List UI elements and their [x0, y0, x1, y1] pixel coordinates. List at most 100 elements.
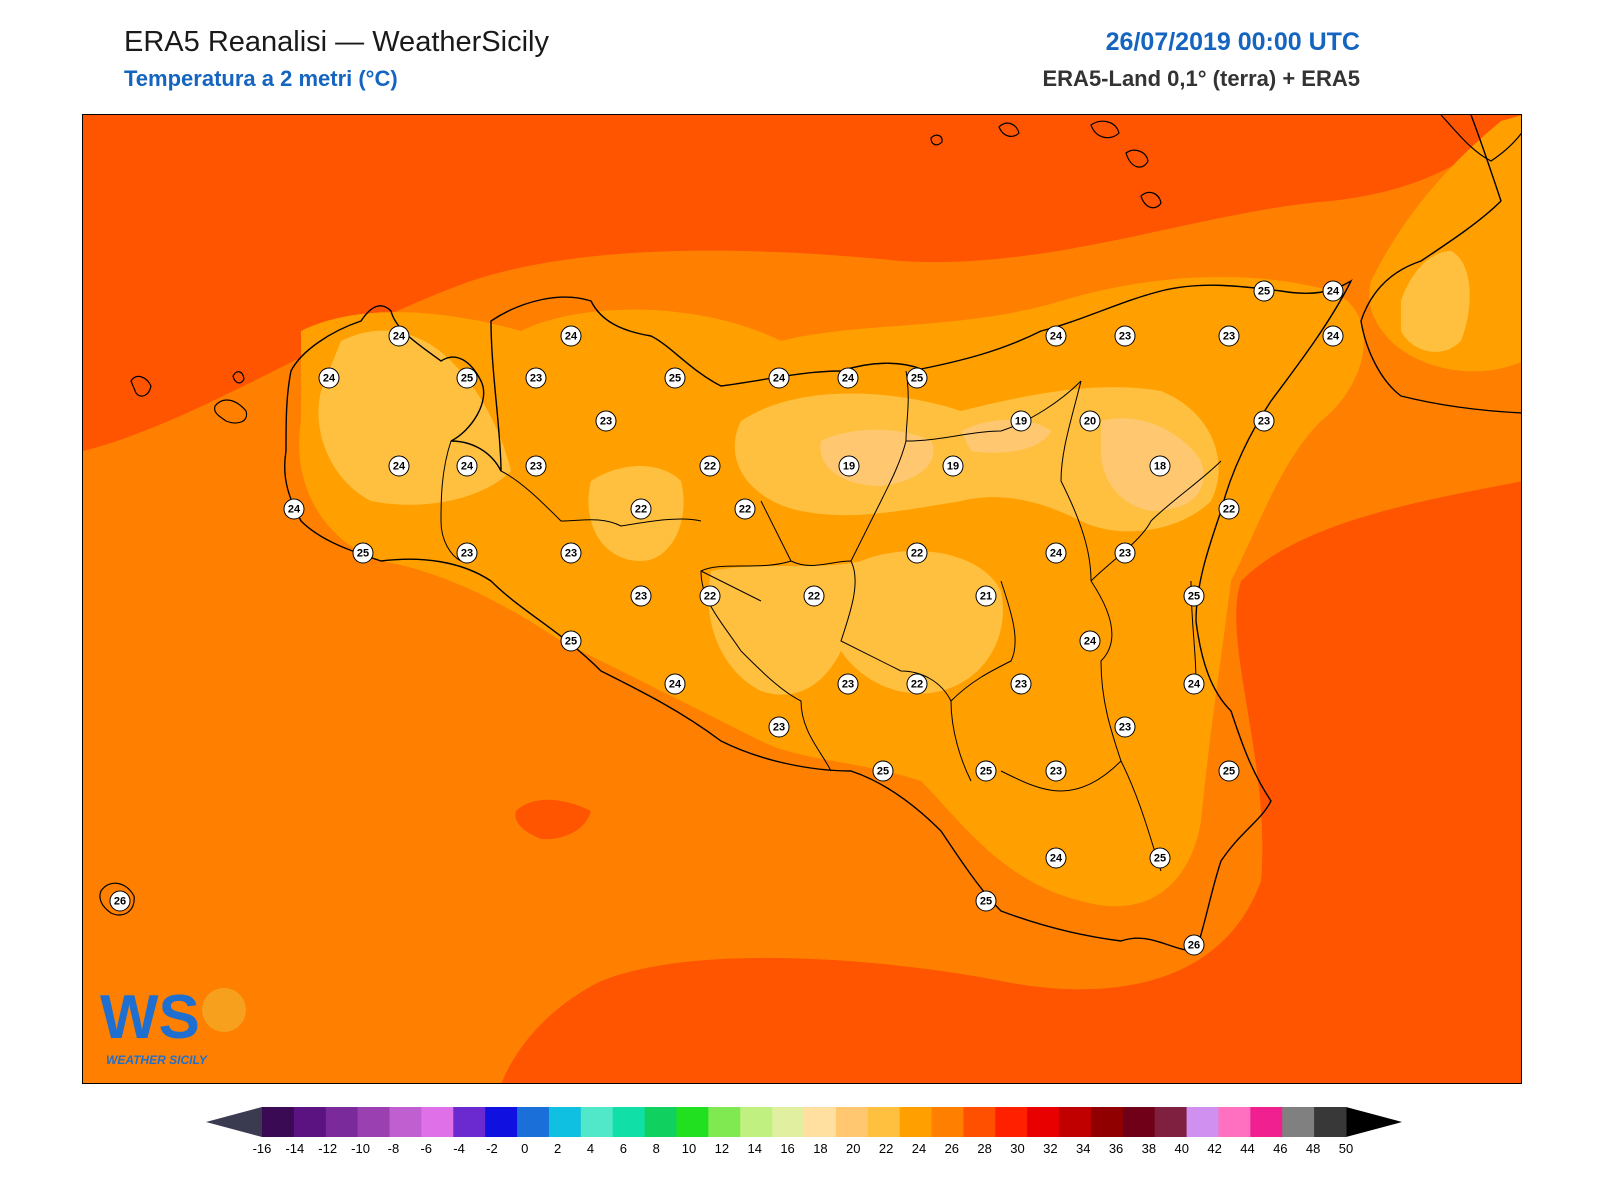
station-value: 24 [288, 504, 301, 516]
station-markers: 24 24 24 25 23 25 24 24 25 23 24 24 23 22 19 19 22 22 24 25… [109, 280, 1344, 956]
colorbar-swatch [325, 1107, 359, 1137]
colorbar-tick-label: 12 [715, 1141, 729, 1156]
station-marker: 24 [1322, 325, 1344, 347]
station-value: 22 [911, 679, 923, 691]
station-value: 23 [773, 722, 785, 734]
colorbar-swatch [580, 1107, 614, 1137]
colorbar-tick-label: -8 [388, 1141, 400, 1156]
colorbar-swatch [1314, 1107, 1347, 1137]
station-marker: 24 [1045, 325, 1067, 347]
colorbar-swatch [772, 1107, 805, 1137]
colorbar-tick-label: 36 [1109, 1141, 1123, 1156]
colorbar-swatch [1218, 1107, 1251, 1137]
station-marker: 23 [560, 542, 582, 564]
station-marker: 23 [1114, 542, 1136, 564]
colorbar-swatch [676, 1107, 709, 1137]
colorbar-swatch [931, 1107, 964, 1137]
colorbar-tick-label: 44 [1240, 1141, 1254, 1156]
colorbar-tick-label: -6 [420, 1141, 432, 1156]
colorbar-tick-label: 34 [1076, 1141, 1090, 1156]
station-marker: 20 [1079, 410, 1101, 432]
station-marker: 24 [456, 455, 478, 477]
station-marker: 23 [630, 585, 652, 607]
station-value: 23 [461, 548, 473, 560]
station-value: 25 [1258, 286, 1270, 298]
station-marker: 25 [560, 630, 582, 652]
colorbar-swatch [389, 1107, 422, 1137]
station-value: 22 [739, 504, 751, 516]
station-marker: 25 [1218, 760, 1240, 782]
station-value: 25 [357, 548, 369, 560]
station-value: 22 [704, 591, 716, 603]
colorbar-swatch [740, 1107, 773, 1137]
colorbar-swatch [1186, 1107, 1219, 1137]
station-marker: 26 [109, 890, 131, 912]
colorbar-swatch [1282, 1107, 1315, 1137]
colorbar-swatch [1090, 1107, 1124, 1137]
station-marker: 25 [352, 542, 374, 564]
station-marker: 24 [837, 367, 859, 389]
colorbar-tick-label: 32 [1043, 1141, 1057, 1156]
colorbar-tick-label: 28 [977, 1141, 991, 1156]
colorbar-swatch [485, 1107, 518, 1137]
colorbar-swatch [963, 1107, 996, 1137]
station-marker: 19 [1010, 410, 1032, 432]
station-marker: 23 [837, 673, 859, 695]
station-marker: 24 [388, 455, 410, 477]
colorbar-tick-label: 8 [653, 1141, 660, 1156]
data-source: ERA5-Land 0,1° (terra) + ERA5 [1042, 66, 1361, 91]
colorbar-tick-label: 50 [1339, 1141, 1353, 1156]
station-value: 23 [1258, 416, 1270, 428]
station-value: 25 [565, 636, 577, 648]
station-marker: 24 [1079, 630, 1101, 652]
station-marker: 25 [975, 760, 997, 782]
station-marker: 25 [906, 367, 928, 389]
colorbar-tick-label: 10 [682, 1141, 696, 1156]
station-value: 23 [1223, 331, 1235, 343]
station-marker: 23 [768, 716, 790, 738]
colorbar-tick-label: 26 [945, 1141, 959, 1156]
colorbar-swatch [1250, 1107, 1283, 1137]
station-value: 24 [669, 679, 682, 691]
station-marker: 23 [1114, 716, 1136, 738]
station-value: 24 [323, 373, 336, 385]
station-marker: 23 [525, 455, 547, 477]
colorbar-tick-label: -12 [318, 1141, 337, 1156]
map-subtitle: Temperatura a 2 metri (°C) [124, 66, 398, 91]
colorbar-ticks: -16 -14 -12 -10 -8 -6 -4 -2 0 2 4 6 8 10 12 14 16 18 20 22 2… [253, 1141, 1354, 1156]
station-marker: 25 [872, 760, 894, 782]
station-value: 23 [842, 679, 854, 691]
station-value: 23 [600, 416, 612, 428]
station-value: 24 [773, 373, 786, 385]
station-marker: 25 [975, 890, 997, 912]
colorbar-swatch [357, 1107, 391, 1137]
station-marker: 19 [838, 455, 860, 477]
station-marker: 18 [1149, 455, 1171, 477]
station-marker: 24 [768, 367, 790, 389]
colorbar-swatch [835, 1107, 869, 1137]
station-value: 26 [114, 896, 126, 908]
station-marker: 23 [1010, 673, 1032, 695]
map-title: ERA5 Reanalisi — WeatherSicily [124, 26, 549, 58]
station-marker: 24 [318, 367, 340, 389]
colorbar-tick-label: -4 [453, 1141, 465, 1156]
colorbar-tick-label: -2 [486, 1141, 498, 1156]
station-marker: 21 [975, 585, 997, 607]
station-value: 22 [635, 504, 647, 516]
station-marker: 22 [630, 498, 652, 520]
logo-letters: WS [100, 983, 200, 1052]
station-value: 24 [1050, 548, 1063, 560]
colorbar-under-arrow [206, 1107, 262, 1137]
station-value: 19 [947, 461, 959, 473]
station-marker: 24 [283, 498, 305, 520]
station-marker: 19 [942, 455, 964, 477]
station-marker: 25 [664, 367, 686, 389]
station-value: 23 [635, 591, 647, 603]
station-marker: 26 [1183, 934, 1205, 956]
colorbar-tick-label: 20 [846, 1141, 860, 1156]
colorbar-tick-label: -14 [285, 1141, 304, 1156]
station-value: 25 [980, 896, 992, 908]
station-marker: 25 [456, 367, 478, 389]
station-value: 23 [1015, 679, 1027, 691]
islands [99, 120, 1162, 916]
